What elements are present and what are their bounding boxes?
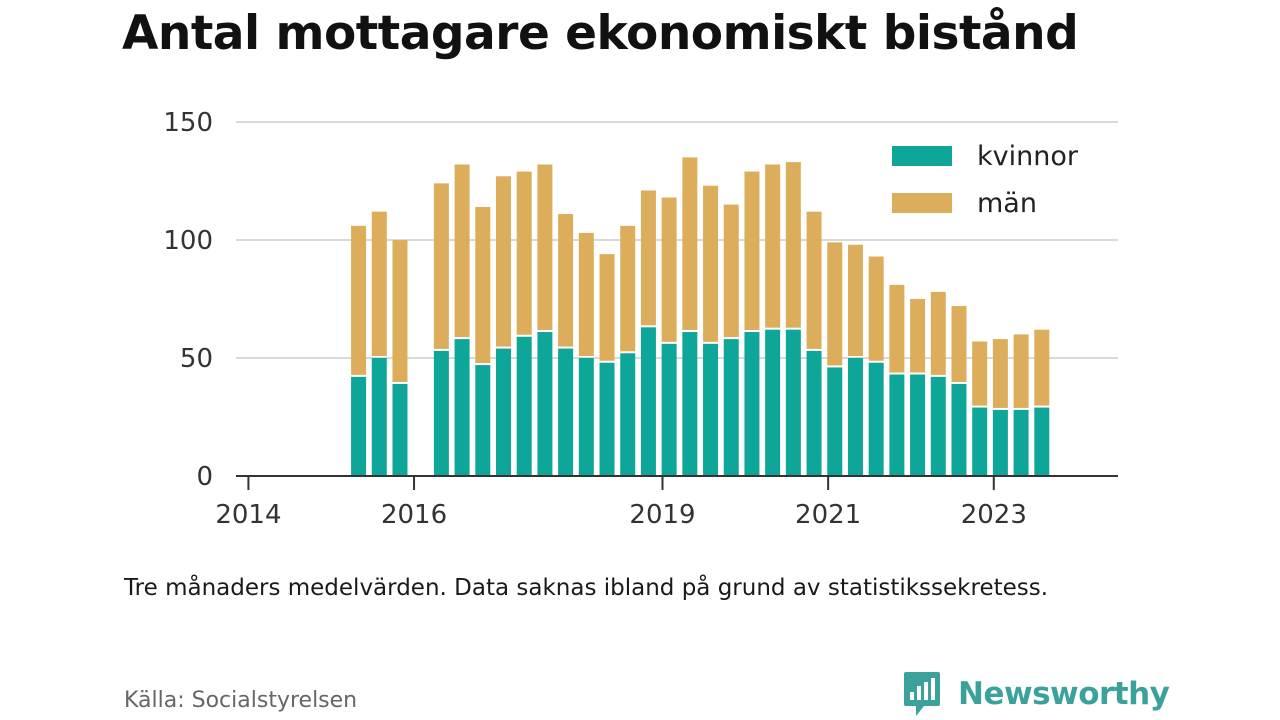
bar-kvinnor — [620, 353, 636, 476]
bar-man — [661, 197, 677, 342]
bar-kvinnor — [847, 358, 863, 476]
legend-swatch-man — [892, 193, 952, 213]
bar-man — [889, 284, 905, 373]
bar-man — [868, 256, 884, 361]
bar-kvinnor — [640, 327, 656, 476]
y-tick-label: 100 — [163, 226, 213, 256]
bar-kvinnor — [827, 367, 843, 476]
stacked-bar-chart: 0 50 100 150 2014 2016 2019 2021 2023 kvinnor män — [163, 108, 1118, 530]
bar-man — [930, 291, 946, 375]
bar-man — [827, 242, 843, 366]
bar-kvinnor — [495, 348, 511, 476]
legend-label-kvinnor: kvinnor — [977, 141, 1079, 172]
bar-kvinnor — [661, 343, 677, 476]
bar-man — [723, 204, 739, 338]
bar-kvinnor — [682, 332, 698, 476]
bar-man — [972, 341, 988, 406]
y-tick-label: 0 — [196, 462, 213, 492]
bar-kvinnor — [558, 348, 574, 476]
bar-kvinnor — [433, 350, 449, 476]
bar-kvinnor — [1034, 407, 1050, 476]
bar-kvinnor — [392, 383, 408, 476]
bar-man — [454, 164, 470, 338]
bar-kvinnor — [599, 362, 615, 476]
bar-kvinnor — [889, 374, 905, 476]
bar-man — [951, 306, 967, 382]
legend-label-man: män — [977, 188, 1037, 219]
chart-title: Antal mottagare ekonomiskt bistånd — [122, 6, 1079, 61]
bar-man — [744, 171, 760, 331]
bar-man — [1013, 334, 1029, 408]
bar-man — [785, 162, 801, 328]
bar-kvinnor — [516, 336, 532, 476]
y-tick-label: 50 — [180, 344, 213, 374]
bar-man — [371, 211, 387, 356]
bar-kvinnor — [868, 362, 884, 476]
bar-kvinnor — [951, 383, 967, 476]
bar-man — [640, 190, 656, 326]
bar-man — [847, 244, 863, 356]
bar-kvinnor — [371, 358, 387, 476]
bar-man — [1034, 329, 1050, 406]
bar-man — [495, 176, 511, 347]
bar-kvinnor — [723, 339, 739, 476]
bar-man — [578, 232, 594, 356]
bar-kvinnor — [806, 350, 822, 476]
bar-man — [558, 214, 574, 347]
bar-kvinnor — [703, 343, 719, 476]
bar-kvinnor — [351, 376, 367, 476]
legend-swatch-kvinnor — [892, 146, 952, 166]
bar-kvinnor — [578, 358, 594, 476]
bar-man — [475, 206, 491, 364]
bar-man — [910, 299, 926, 373]
y-tick-label: 150 — [163, 108, 213, 138]
bar-man — [682, 157, 698, 331]
bar-kvinnor — [454, 339, 470, 476]
bar-man — [992, 339, 1008, 408]
bar-man — [516, 171, 532, 335]
source-credit: Källa: Socialstyrelsen — [124, 688, 358, 713]
x-tick-label: 2021 — [795, 500, 861, 530]
bar-man — [537, 164, 553, 331]
bar-man — [765, 164, 781, 328]
bar-kvinnor — [992, 409, 1008, 476]
bar-man — [806, 211, 822, 349]
x-tick-label: 2019 — [629, 500, 695, 530]
bar-kvinnor — [785, 329, 801, 476]
bar-kvinnor — [930, 376, 946, 476]
bar-kvinnor — [537, 332, 553, 476]
bar-kvinnor — [910, 374, 926, 476]
bar-kvinnor — [475, 365, 491, 476]
bar-kvinnor — [972, 407, 988, 476]
x-tick-label: 2023 — [961, 500, 1027, 530]
newsworthy-logo-icon — [904, 672, 940, 716]
x-tick-label: 2016 — [381, 500, 447, 530]
chart-note: Tre månaders medelvärden. Data saknas ib… — [124, 575, 1049, 601]
bar-man — [599, 254, 615, 361]
bar-man — [703, 185, 719, 342]
bar-man — [392, 240, 408, 382]
x-tick-label: 2014 — [215, 500, 281, 530]
bar-man — [351, 225, 367, 375]
bar-man — [433, 183, 449, 349]
bar-kvinnor — [765, 329, 781, 476]
bar-kvinnor — [744, 332, 760, 476]
newsworthy-logo-text: Newsworthy — [958, 676, 1170, 712]
newsworthy-logo[interactable]: Newsworthy — [902, 670, 1170, 718]
bar-man — [620, 225, 636, 352]
bar-kvinnor — [1013, 409, 1029, 476]
